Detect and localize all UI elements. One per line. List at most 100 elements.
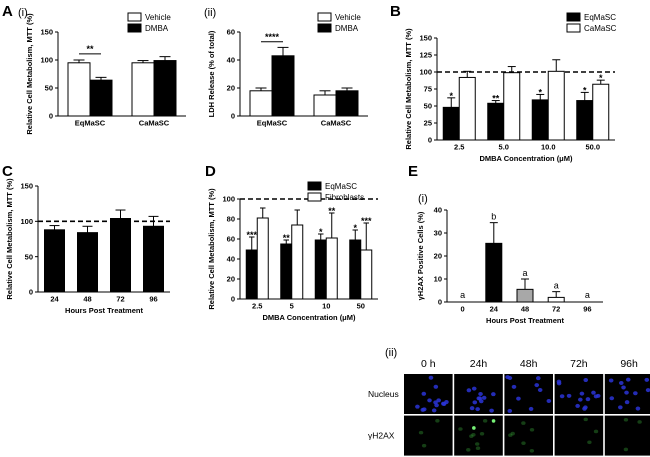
- h2ax-spot: [472, 426, 476, 430]
- y-axis-label: LDH Release (% of total): [207, 30, 216, 117]
- nucleus-spot: [516, 396, 521, 401]
- nucleus-spot: [421, 391, 427, 396]
- bar: [360, 249, 373, 300]
- legend-swatch: [566, 12, 581, 22]
- bar: [487, 102, 505, 141]
- h2ax-spot: [471, 432, 476, 437]
- bar: [291, 224, 304, 300]
- nucleus-spot: [633, 391, 638, 396]
- bar: [592, 83, 610, 141]
- chart-c: 0 50 100 150 Relative Cell Metabolism, MTT (…: [5, 178, 170, 315]
- h2ax-spot: [418, 430, 424, 435]
- bar: [77, 232, 98, 293]
- chart-ai: 0 50 100 150 Relative Cell Metabolism, MTT (…: [25, 12, 186, 135]
- nucleus-spot: [481, 395, 487, 400]
- x-tick-label: 72: [116, 295, 124, 304]
- nucleus-spot: [436, 398, 441, 403]
- micrograph-column-label: 72h: [570, 358, 588, 370]
- significance-star: *: [583, 85, 587, 95]
- h2ax-spot: [529, 448, 535, 453]
- bar: [442, 106, 460, 141]
- y-tick-label: 50: [45, 84, 53, 93]
- nucleus-spot: [644, 377, 650, 382]
- y-tick-label: 40: [227, 56, 235, 65]
- x-axis-label: Hours Post Treatment: [486, 316, 564, 325]
- y-tick-label: 20: [434, 252, 442, 261]
- nucleus-spot: [535, 376, 541, 381]
- nucleus-spot: [489, 408, 494, 413]
- micrograph-tile: [604, 415, 650, 456]
- nucleus-spot: [546, 398, 552, 403]
- micrograph-tile: [504, 415, 553, 456]
- bar: [271, 55, 295, 117]
- nucleus-spot: [566, 393, 572, 398]
- y-tick-label: 0: [29, 288, 33, 297]
- x-tick-label: 72: [552, 305, 560, 314]
- nucleus-spot: [477, 396, 483, 401]
- nucleus-spot: [466, 388, 472, 393]
- h2ax-spot: [479, 431, 485, 436]
- bar: [249, 90, 273, 117]
- micrograph-tile: [554, 415, 604, 456]
- legend-swatch: [127, 23, 142, 33]
- nucleus-spot: [415, 404, 420, 409]
- nucleus-spot: [507, 408, 513, 413]
- y-tick-label: 10: [434, 275, 442, 284]
- legend-label: EqMaSC: [325, 182, 357, 191]
- nucleus-spot: [478, 392, 483, 397]
- micrograph-tile: [404, 374, 453, 414]
- nucleus-spot: [578, 397, 583, 402]
- nucleus-spot: [618, 380, 624, 385]
- significance-star: *: [538, 87, 542, 97]
- panel-label-a-ii: (ii): [204, 7, 216, 19]
- nucleus-spot: [585, 397, 591, 402]
- panel-label-a-i: (i): [18, 7, 28, 19]
- h2ax-spot: [623, 417, 629, 422]
- chart-d: 0 20 40 60 80 100 Relative Cell Metabolism, MT…: [207, 181, 378, 322]
- legend-label: Vehicle: [145, 13, 171, 22]
- y-axis-label: Relative Cell Metabolism, MTT (%): [207, 188, 216, 310]
- bar: [110, 218, 131, 293]
- x-axis-label: Hours Post Treatment: [65, 306, 143, 315]
- significance-star: ****: [265, 32, 280, 42]
- nucleus-spot: [579, 391, 585, 396]
- bar: [458, 76, 476, 141]
- legend-label: DMBA: [335, 24, 359, 33]
- nucleus-spot: [645, 388, 650, 393]
- nucleus-spot: [534, 383, 540, 388]
- significance-star: *: [353, 223, 357, 233]
- x-tick-label: 0: [461, 305, 465, 314]
- significance-star: **: [328, 206, 336, 216]
- nucleus-spot: [556, 381, 562, 386]
- nucleus-spot: [591, 390, 596, 395]
- nucleus-spot: [559, 394, 565, 399]
- y-tick-label: 40: [434, 206, 442, 215]
- significance-star: *: [599, 73, 603, 83]
- legend-swatch: [127, 12, 142, 22]
- y-tick-label: 50: [424, 102, 432, 111]
- panel-label-c: C: [2, 163, 13, 180]
- nucleus-spot: [427, 398, 432, 403]
- legend-swatch: [317, 12, 332, 22]
- nucleus-spot: [444, 400, 449, 405]
- bar: [67, 62, 91, 117]
- nucleus-spot: [471, 386, 477, 391]
- nucleus-spot: [511, 384, 517, 389]
- bar: [485, 242, 503, 303]
- significance-star: **: [283, 233, 291, 243]
- x-tick-label: 10: [322, 302, 330, 311]
- bar: [531, 99, 549, 141]
- legend-label: EqMaSC: [584, 13, 616, 22]
- micrograph-grid: 0 h 24h 48h 72h 96h Nucleus γH2AX: [368, 358, 650, 456]
- y-axis-label: Relative Cell Metabolism, MTT (%): [25, 13, 34, 135]
- h2ax-spot: [421, 443, 427, 448]
- y-tick-label: 0: [231, 112, 235, 121]
- x-tick-label: 5.0: [499, 143, 509, 152]
- micrograph-tile: [554, 374, 604, 414]
- y-tick-label: 0: [438, 298, 442, 307]
- y-axis-label: Relative Cell Metabolism, MTT (%): [404, 28, 413, 150]
- bar: [349, 239, 362, 300]
- y-tick-label: 20: [227, 275, 235, 284]
- panel-label-e-ii: (ii): [385, 347, 397, 359]
- group-letter: a: [585, 290, 590, 300]
